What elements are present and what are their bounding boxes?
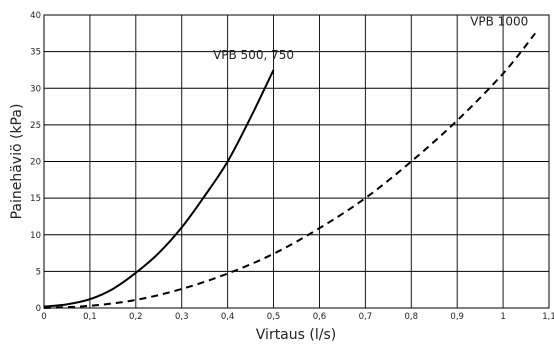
- x-tick-label: 0: [41, 312, 46, 322]
- y-tick-label: 10: [30, 231, 41, 241]
- y-axis-label: Painehäviö (kPa): [9, 104, 25, 220]
- series-label-1: VPB 500, 750: [213, 48, 294, 62]
- x-axis-label: Virtaus (l/s): [256, 327, 336, 343]
- x-tick-label: 0,2: [129, 312, 143, 322]
- x-tick-label: 0,7: [359, 312, 373, 322]
- curves: [43, 32, 537, 309]
- series-labels: VPB 500, 750 VPB 1000: [213, 14, 528, 62]
- x-tick-label: 0,4: [221, 312, 235, 322]
- y-tick-label: 5: [36, 267, 41, 277]
- series-label-2: VPB 1000: [470, 14, 528, 28]
- y-tick-label: 40: [30, 11, 41, 21]
- series-curve-1: [43, 69, 275, 308]
- plot-frame: [43, 14, 550, 309]
- grid: [43, 14, 550, 309]
- x-tick-label: 0,6: [313, 312, 327, 322]
- x-tick-label: 0,1: [83, 312, 97, 322]
- y-tick-label: 35: [30, 48, 41, 58]
- series-curve-2: [43, 32, 537, 309]
- y-tick-label: 30: [30, 84, 41, 94]
- x-tick-label: 1: [500, 312, 505, 322]
- tick-labels: 0 0,1 0,2 0,3 0,4 0,5 0,6 0,7 0,8 0,9 1 1,1 0 5 10 15 20…: [30, 11, 554, 322]
- x-tick-label: 0,8: [405, 312, 419, 322]
- x-tick-label: 0,5: [267, 312, 281, 322]
- x-tick-label: 1,1: [542, 312, 554, 322]
- y-tick-label: 0: [36, 304, 41, 314]
- x-tick-label: 0,3: [175, 312, 189, 322]
- x-tick-label: 0,9: [450, 312, 464, 322]
- y-tick-label: 25: [30, 121, 41, 131]
- y-tick-label: 20: [30, 158, 41, 168]
- y-tick-label: 15: [30, 194, 41, 204]
